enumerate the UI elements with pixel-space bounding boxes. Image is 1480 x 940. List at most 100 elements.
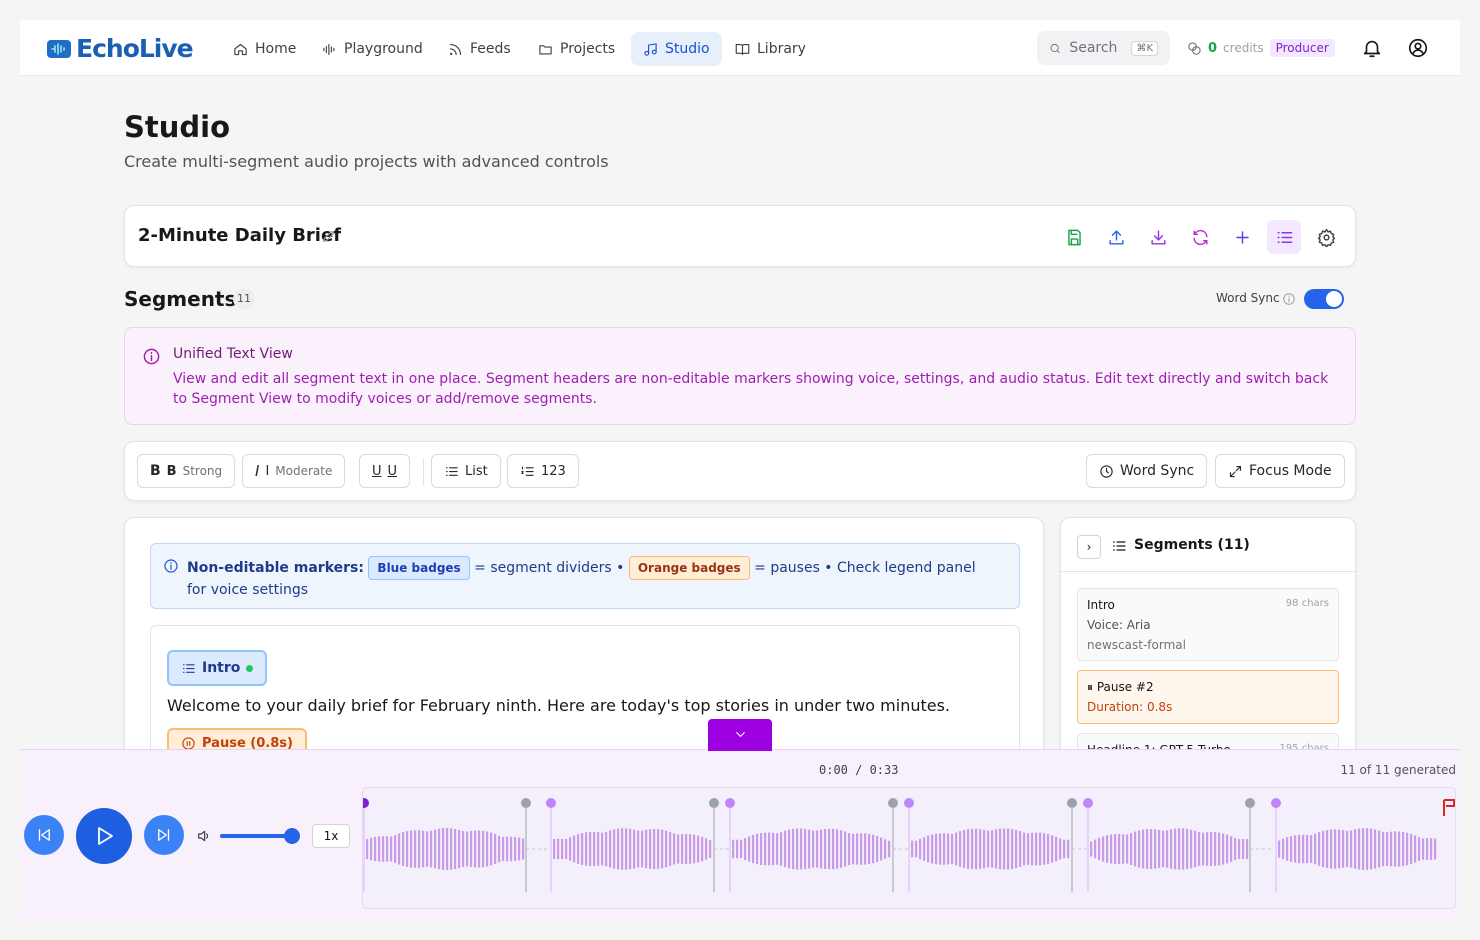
waveform-bar: [987, 830, 990, 868]
waveform-bar: [1422, 838, 1425, 860]
play-button[interactable]: [76, 808, 132, 864]
waveform-bar: [1170, 829, 1173, 869]
waveform-bar: [808, 829, 811, 869]
waveform-bar: [1214, 832, 1217, 866]
waveform-bar: [1047, 834, 1050, 864]
add-button[interactable]: [1225, 220, 1259, 254]
waveform-bar: [553, 838, 556, 860]
waveform-bar: [629, 828, 632, 870]
waveform-bar: [760, 833, 763, 865]
waveform-bar: [872, 834, 875, 864]
waveform-bar: [1007, 828, 1010, 870]
waveform-bar: [601, 832, 604, 866]
waveform-bar: [1118, 833, 1121, 865]
waveform-bar: [454, 828, 457, 870]
collapse-player-button[interactable]: [708, 719, 772, 751]
settings-button[interactable]: [1309, 220, 1343, 254]
blue-badge-text: = segment dividers •: [474, 560, 625, 576]
waveform-bar: [522, 838, 525, 860]
export-button[interactable]: [1099, 220, 1133, 254]
nav-feeds[interactable]: Feeds: [436, 32, 523, 66]
waveform-bar: [955, 832, 958, 866]
waveform-bar: [1039, 832, 1042, 866]
segment-voice: Voice: Aria: [1087, 618, 1151, 632]
waveform-bar: [828, 828, 831, 870]
profile-icon[interactable]: [1407, 37, 1429, 59]
segment-item[interactable]: ⏸ Pause #2 Duration: 0.8s: [1077, 670, 1339, 724]
numbered-list-button[interactable]: 123: [507, 454, 579, 488]
download-button[interactable]: [1141, 220, 1175, 254]
waveform-bar: [967, 829, 970, 869]
pause-marker-pin: [1067, 798, 1077, 808]
waveform-bar: [943, 833, 946, 865]
nav-library[interactable]: Library: [723, 32, 818, 66]
segment-marker-pin: [546, 798, 556, 808]
brand[interactable]: EchoLive: [46, 34, 194, 63]
notifications-icon[interactable]: [1361, 37, 1383, 59]
italic-button[interactable]: I I Moderate: [242, 454, 346, 488]
waveform-bar: [1194, 830, 1197, 868]
pause-marker-pin: [888, 798, 898, 808]
waveform-bar: [386, 836, 389, 862]
speed-button[interactable]: 1x: [312, 824, 350, 848]
waveform-bar: [478, 830, 481, 868]
focus-mode-button[interactable]: Focus Mode: [1215, 454, 1345, 488]
waveform-bar: [661, 829, 664, 869]
waveform-bar: [585, 832, 588, 866]
edit-name-icon[interactable]: [321, 228, 337, 244]
waveform-bar: [645, 829, 648, 869]
list-label: List: [465, 463, 488, 479]
nav-studio[interactable]: Studio: [631, 32, 722, 66]
nav-projects[interactable]: Projects: [526, 32, 627, 66]
word-sync-button[interactable]: Word Sync: [1086, 454, 1208, 488]
waveform-bar: [613, 829, 616, 869]
credits[interactable]: 0 credits Producer: [1187, 39, 1335, 57]
search-box[interactable]: Search ⌘K: [1037, 31, 1170, 65]
nav-label: Feeds: [470, 41, 511, 57]
waveform-bar: [1346, 830, 1349, 868]
waveform-bar: [1378, 830, 1381, 868]
page-title: Studio: [124, 110, 231, 144]
bold-button[interactable]: B B Strong: [137, 454, 236, 488]
previous-button[interactable]: [24, 815, 64, 855]
credits-count: 0: [1208, 40, 1218, 56]
regenerate-button[interactable]: [1183, 220, 1217, 254]
waveform-bar: [1210, 832, 1213, 866]
plan-badge: Producer: [1269, 39, 1335, 57]
list-button[interactable]: List: [431, 454, 501, 488]
next-button[interactable]: [144, 815, 184, 855]
nav-playground[interactable]: Playground: [310, 32, 435, 66]
segment-item[interactable]: Intro 98 chars Voice: Aria newscast-form…: [1077, 588, 1339, 661]
segment-style: newscast-formal: [1087, 638, 1186, 652]
waveform-bar: [1206, 832, 1209, 866]
waveform-bar: [649, 829, 652, 869]
waveform-bar: [1146, 829, 1149, 869]
nav-home[interactable]: Home: [221, 32, 308, 66]
word-sync-toggle[interactable]: [1304, 289, 1344, 309]
volume-slider[interactable]: [220, 828, 300, 844]
brand-name: EchoLive: [76, 34, 194, 63]
waveform-bar: [1094, 839, 1097, 859]
word-sync-button-label: Word Sync: [1120, 463, 1195, 479]
waveform-bar: [370, 837, 373, 861]
list-view-button[interactable]: [1267, 220, 1301, 254]
waveform-bar: [518, 837, 521, 861]
waveform-bar: [1162, 830, 1165, 868]
waveform-bar: [581, 833, 584, 865]
volume-icon[interactable]: [196, 828, 212, 844]
collapse-panel-button[interactable]: ›: [1077, 535, 1101, 559]
save-button[interactable]: [1057, 220, 1091, 254]
waveform[interactable]: [362, 787, 1456, 909]
waveform-bar: [868, 833, 871, 865]
waveform-bar: [577, 834, 580, 864]
waveform-bar: [1055, 836, 1058, 862]
waveform-bar: [1322, 830, 1325, 868]
waveform-bar: [426, 831, 429, 867]
project-name: 2-Minute Daily Brief: [138, 225, 342, 246]
waveform-bar: [1015, 829, 1018, 869]
waveform-bar: [1174, 828, 1177, 870]
waveform-bar: [1382, 831, 1385, 867]
waveform-bar: [589, 831, 592, 867]
